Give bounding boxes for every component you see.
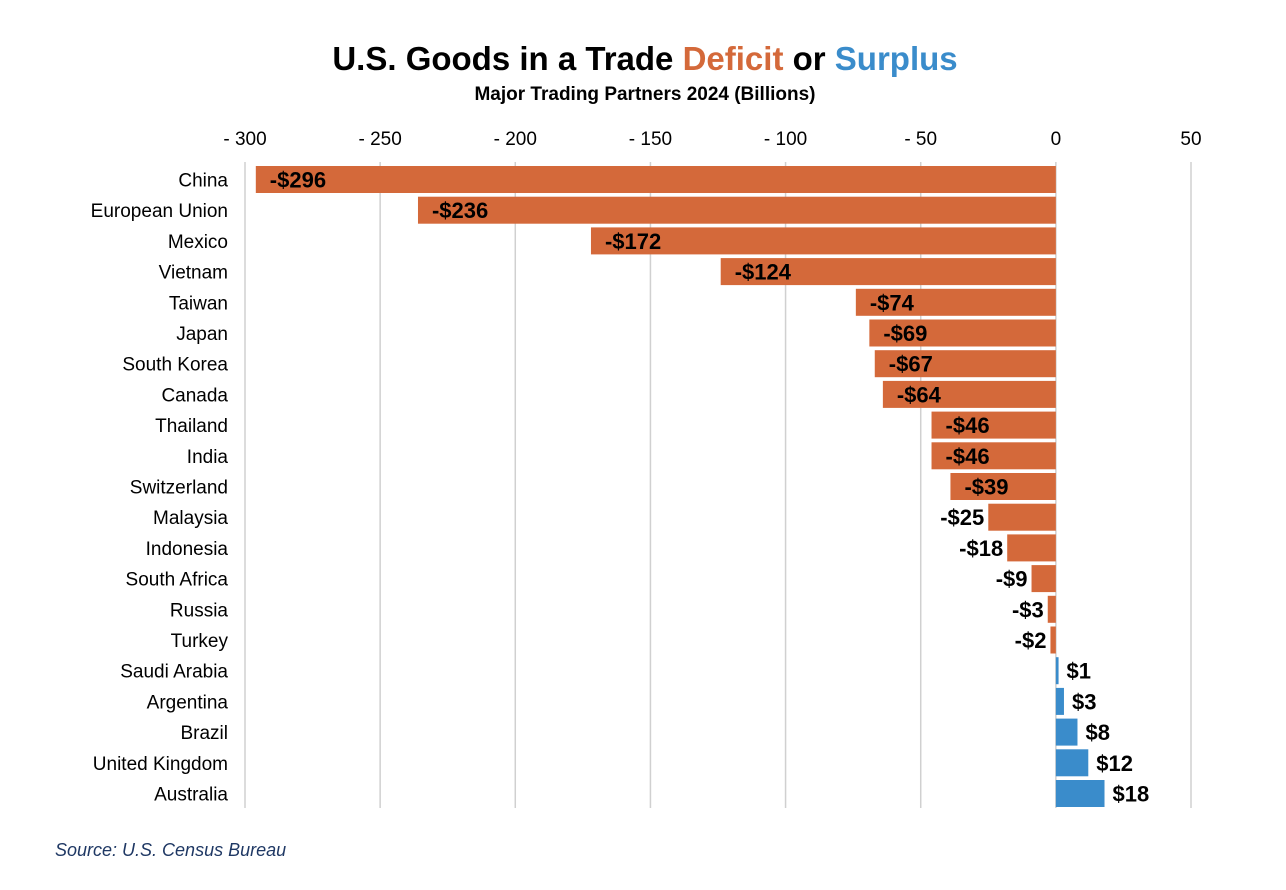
category-label: Australia xyxy=(154,785,228,806)
x-tick-label: - 300 xyxy=(223,129,266,150)
category-label: Japan xyxy=(176,324,228,345)
data-label: -$124 xyxy=(735,260,792,285)
x-tick-label: - 50 xyxy=(904,129,937,150)
bar xyxy=(1055,780,1105,807)
category-label: United Kingdom xyxy=(93,754,228,775)
bar xyxy=(855,288,1056,316)
x-axis-ticks: - 300 - 250 - 200 - 150 - 100 - 50 0 50 xyxy=(223,129,1201,150)
data-label: -$67 xyxy=(889,352,933,377)
data-label: -$296 xyxy=(270,168,326,193)
bar xyxy=(590,227,1056,255)
data-label: -$25 xyxy=(940,505,984,530)
bar xyxy=(988,503,1056,531)
category-label: Vietnam xyxy=(159,263,228,284)
bar xyxy=(882,380,1056,408)
category-label: Switzerland xyxy=(130,478,228,499)
data-label: -$46 xyxy=(946,444,990,469)
bar xyxy=(1055,749,1089,777)
title-part1: U.S. Goods in a Trade xyxy=(332,40,683,77)
data-label: -$3 xyxy=(1012,597,1044,622)
bar xyxy=(869,319,1056,347)
data-label: -$69 xyxy=(883,321,927,346)
category-label: South Africa xyxy=(126,570,229,591)
bar xyxy=(1047,595,1056,623)
x-tick-label: - 250 xyxy=(358,129,401,150)
bar xyxy=(417,196,1056,224)
bar xyxy=(1007,534,1056,562)
category-label: South Korea xyxy=(122,355,228,376)
source-note: Source: U.S. Census Bureau xyxy=(55,840,287,860)
category-label: Malaysia xyxy=(153,508,228,529)
category-label: Brazil xyxy=(180,723,228,744)
x-tick-label: - 150 xyxy=(629,129,672,150)
x-tick-label: 50 xyxy=(1180,129,1201,150)
data-label: -$39 xyxy=(964,475,1008,500)
category-label: India xyxy=(187,447,229,468)
data-label: -$2 xyxy=(1015,628,1047,653)
chart-title: U.S. Goods in a Trade Deficit or Surplus xyxy=(0,40,1286,78)
data-label: $18 xyxy=(1113,782,1150,807)
bar xyxy=(1055,687,1064,715)
data-label: -$172 xyxy=(605,229,661,254)
bar xyxy=(931,411,1056,439)
category-label: Indonesia xyxy=(146,539,229,560)
title-deficit-word: Deficit xyxy=(682,40,784,77)
bar xyxy=(1031,565,1056,593)
data-label: $12 xyxy=(1096,751,1133,776)
data-label: -$18 xyxy=(959,536,1003,561)
bar xyxy=(931,442,1056,470)
x-tick-label: - 100 xyxy=(764,129,807,150)
data-label: -$46 xyxy=(946,413,990,438)
category-label: Thailand xyxy=(155,416,228,437)
category-labels: China European Union Mexico Vietnam Taiwan Ja… xyxy=(91,171,229,806)
category-label: Argentina xyxy=(147,692,229,713)
chart-subtitle: Major Trading Partners 2024 (Billions) xyxy=(474,84,816,105)
bar xyxy=(255,166,1056,193)
bar xyxy=(1055,718,1078,746)
title-part2: or xyxy=(783,40,835,77)
data-label: $1 xyxy=(1067,659,1091,684)
category-label: Saudi Arabia xyxy=(120,662,228,683)
data-label: -$64 xyxy=(897,382,942,407)
category-label: Mexico xyxy=(168,232,228,253)
category-label: Taiwan xyxy=(169,293,228,314)
bar xyxy=(1050,626,1056,654)
bar xyxy=(1055,657,1059,685)
x-tick-label: - 200 xyxy=(494,129,537,150)
data-label: -$9 xyxy=(996,567,1028,592)
category-label: Turkey xyxy=(171,631,229,652)
data-label: $8 xyxy=(1085,720,1109,745)
category-label: European Union xyxy=(91,201,228,222)
data-labels: -$296-$236-$172-$124-$74-$69-$67-$64-$46… xyxy=(270,168,1149,807)
category-label: Russia xyxy=(170,600,229,621)
data-label: $3 xyxy=(1072,689,1096,714)
bar xyxy=(874,350,1056,378)
data-label: -$236 xyxy=(432,198,488,223)
data-label: -$74 xyxy=(870,290,915,315)
category-label: China xyxy=(178,171,228,192)
bar xyxy=(950,473,1056,500)
category-label: Canada xyxy=(161,385,228,406)
title-surplus-word: Surplus xyxy=(834,40,958,77)
x-tick-label: 0 xyxy=(1051,129,1062,150)
bar xyxy=(720,258,1056,286)
bars xyxy=(255,166,1105,807)
